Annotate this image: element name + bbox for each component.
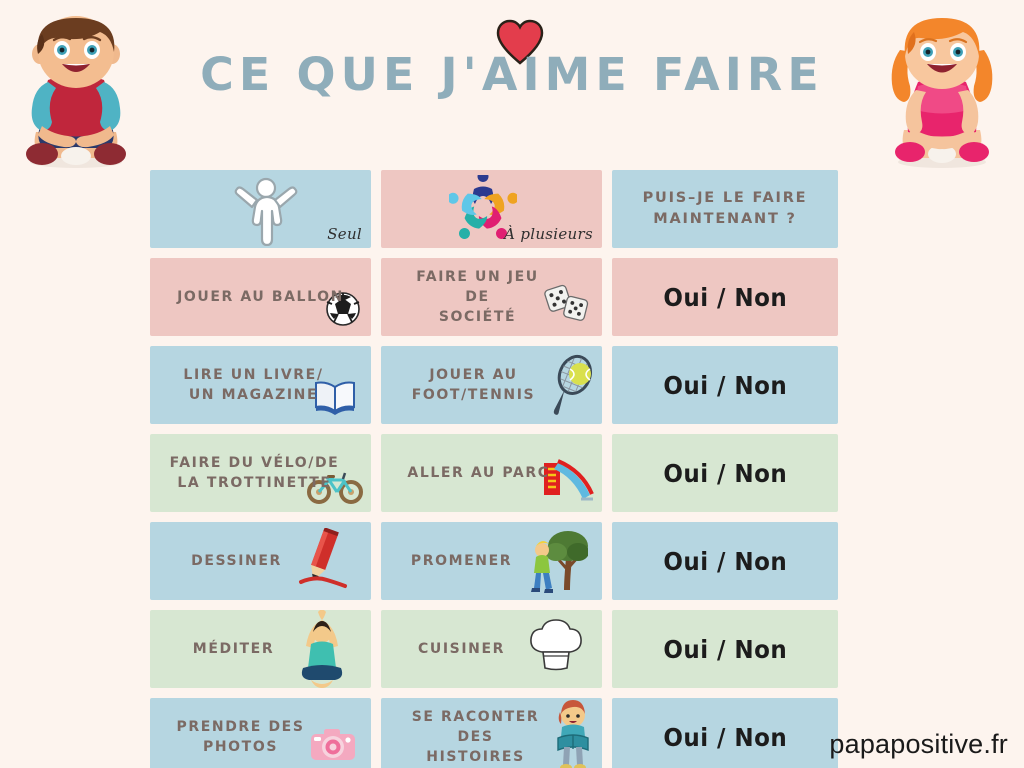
answer-cell[interactable]: Oui / Non	[612, 698, 838, 768]
header-cell-now: PUIS–JE LE FAIRE MAINTENANT ?	[612, 170, 838, 248]
activity-cell-alone[interactable]: DESSINER	[150, 522, 371, 600]
table-row: PRENDRE DES PHOTOS	[150, 698, 838, 768]
activity-label: DESSINER	[191, 553, 282, 569]
answer-cell[interactable]: Oui / Non	[612, 610, 838, 688]
chef-hat-icon	[528, 618, 584, 685]
tennis-racket-icon	[544, 354, 596, 424]
header-now-line2: MAINTENANT ?	[653, 211, 797, 227]
activity-cell-together[interactable]: FAIRE UN JEU DE SOCIÉTÉ	[381, 258, 602, 336]
activity-label-line1: FAIRE DU VÉLO/DE	[169, 455, 340, 471]
activity-label: JOUER AU FOOT/TENNIS	[402, 365, 545, 405]
table-row: DESSINER PROMENER	[150, 522, 838, 600]
header-now-line1: PUIS–JE LE FAIRE	[642, 190, 808, 206]
activity-label-line2: LA TROTTINETTE	[177, 475, 332, 491]
activity-cell-together[interactable]: CUISINER	[381, 610, 602, 688]
heart-icon	[495, 18, 545, 66]
page-title: CE QUE J'AIME FAIRE	[200, 48, 824, 101]
watermark: papapositive.fr	[829, 729, 1008, 759]
header-cell-together: À plusieurs	[381, 170, 602, 248]
table-row: MÉDITER	[150, 610, 838, 688]
activity-label-line1: SE RACONTER DES	[411, 709, 540, 745]
activity-cell-alone[interactable]: JOUER AU BALLON	[150, 258, 371, 336]
activity-cell-alone[interactable]: LIRE UN LIVRE/ UN MAGAZINE	[150, 346, 371, 424]
header-now-text: PUIS–JE LE FAIRE MAINTENANT ?	[643, 188, 808, 230]
sitting-boy-illustration	[6, 14, 146, 174]
header-caption-alone: Seul	[327, 225, 362, 243]
activity-label: CUISINER	[417, 641, 505, 657]
activity-label: MÉDITER	[192, 641, 275, 657]
activity-cell-alone[interactable]: PRENDRE DES PHOTOS	[150, 698, 371, 768]
answer-text: Oui / Non	[663, 546, 787, 576]
answer-text: Oui / Non	[663, 634, 787, 664]
activity-label: SE RACONTER DES HISTOIRES	[381, 707, 570, 767]
activity-label-line1: LIRE UN LIVRE/	[183, 367, 324, 383]
meditation-person-icon	[295, 610, 349, 688]
answer-text: Oui / Non	[663, 458, 787, 488]
table-row: FAIRE DU VÉLO/DE LA TROTTINETTE	[150, 434, 838, 512]
activity-label-line1: JOUER AU	[429, 367, 518, 383]
header-caption-together: À plusieurs	[504, 225, 593, 243]
answer-cell[interactable]: Oui / Non	[612, 258, 838, 336]
activity-label: FAIRE UN JEU DE SOCIÉTÉ	[395, 267, 560, 327]
answer-text: Oui / Non	[663, 282, 787, 312]
sitting-girl-illustration	[872, 14, 1012, 174]
activity-cell-together[interactable]: PROMENER	[381, 522, 602, 600]
pencil-icon	[293, 527, 349, 599]
activity-label: FAIRE DU VÉLO/DE LA TROTTINETTE	[160, 453, 350, 493]
answer-cell[interactable]: Oui / Non	[612, 522, 838, 600]
activity-label-line1: PRENDRE DES	[176, 719, 305, 735]
activity-cell-together[interactable]: JOUER AU FOOT/TENNIS	[381, 346, 602, 424]
activity-label: LIRE UN LIVRE/ UN MAGAZINE	[173, 365, 333, 405]
answer-text: Oui / Non	[663, 722, 787, 752]
activity-cell-together[interactable]: SE RACONTER DES HISTOIRES	[381, 698, 602, 768]
activity-label: ALLER AU PARC	[407, 465, 550, 481]
answer-text: Oui / Non	[663, 370, 787, 400]
camera-icon	[309, 725, 357, 768]
table-row: JOUER AU BALLON FAIRE UN JEU DE SOCIÉTÉ	[150, 258, 838, 336]
header-cell-alone: Seul	[150, 170, 371, 248]
activity-label-line2: FOOT/TENNIS	[411, 387, 536, 403]
activity-label-line1: FAIRE UN JEU DE	[416, 269, 539, 305]
activity-label-line2: PHOTOS	[202, 739, 278, 755]
walking-tree-icon	[526, 524, 589, 600]
table-header-row: Seul À plusieurs	[150, 170, 838, 248]
table-row: LIRE UN LIVRE/ UN MAGAZINE JOUER AU FOOT…	[150, 346, 838, 424]
answer-cell[interactable]: Oui / Non	[612, 346, 838, 424]
activity-label: JOUER AU BALLON	[177, 289, 344, 305]
activity-label-line2: HISTOIRES	[426, 749, 525, 765]
person-alone-icon	[230, 174, 302, 248]
activity-label-line2: UN MAGAZINE	[188, 387, 319, 403]
activity-cell-alone[interactable]: FAIRE DU VÉLO/DE LA TROTTINETTE	[150, 434, 371, 512]
activity-label: PROMENER	[410, 553, 513, 569]
activity-cell-alone[interactable]: MÉDITER	[150, 610, 371, 688]
activity-label: PRENDRE DES PHOTOS	[166, 717, 314, 757]
activities-table: Seul À plusieurs	[150, 170, 838, 768]
activity-label-line2: SOCIÉTÉ	[438, 309, 517, 325]
activity-cell-together[interactable]: ALLER AU PARC	[381, 434, 602, 512]
answer-cell[interactable]: Oui / Non	[612, 434, 838, 512]
